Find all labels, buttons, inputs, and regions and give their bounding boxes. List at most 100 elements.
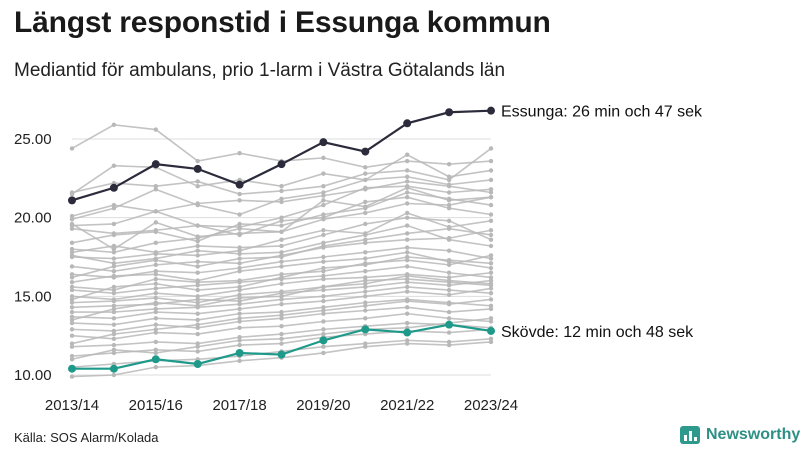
data-point [195,311,200,316]
data-point [111,350,117,356]
data-point [111,372,117,378]
data-point [446,177,452,183]
data-point [111,261,117,266]
data-point [446,339,452,345]
data-point [69,353,75,359]
data-point [69,305,75,310]
data-point [446,262,452,268]
x-tick-label: 2017/18 [212,397,266,414]
data-point [193,359,202,368]
data-point [111,268,117,274]
data-point [363,221,368,227]
data-point [195,239,200,244]
data-point [319,336,328,345]
background-series-line [69,254,494,302]
data-point [235,348,244,357]
data-point [195,253,200,258]
data-point [488,303,494,308]
data-point [363,344,368,349]
background-series [69,122,494,379]
data-point [237,302,242,307]
background-series-line [69,311,494,342]
data-point [363,262,368,268]
data-point [488,286,494,291]
data-point [363,284,368,290]
data-point [488,306,494,312]
data-point [446,292,452,297]
background-series-line [69,305,494,334]
data-point [153,364,158,370]
background-series-line [69,146,494,197]
data-point [279,250,284,255]
data-point [405,223,410,228]
data-point [405,210,410,216]
data-point [111,303,117,308]
series-essunga [68,106,495,205]
data-point [279,184,284,189]
data-point [446,302,452,307]
data-point [279,243,284,249]
data-point [488,339,494,345]
data-point [405,254,410,260]
data-point [195,294,200,299]
data-point [69,309,75,315]
y-tick-label: 25.00 [14,131,52,148]
data-point [195,322,200,327]
background-series-line [69,152,494,222]
data-point [109,364,118,373]
background-series-line [69,297,494,327]
background-series-line [69,223,494,266]
brand-name: Newsworthy [706,426,800,443]
data-point [153,347,158,353]
data-point [237,212,242,217]
data-point [279,290,284,296]
data-point [446,235,452,241]
data-point [321,327,326,332]
data-point [403,119,412,128]
data-point [279,281,284,286]
data-point [405,257,410,263]
data-point [488,278,494,283]
data-point [488,256,494,261]
data-point [69,250,75,255]
data-point [363,237,368,242]
data-point [279,294,284,299]
data-point [488,336,494,342]
y-axis-ticks: 10.00 15.00 20.00 25.00 [14,131,52,384]
data-point [446,161,452,167]
data-point [195,243,200,249]
data-point [237,338,242,343]
data-point [321,193,326,198]
data-point [321,284,326,290]
data-point [153,184,158,189]
data-point [321,184,326,189]
data-point [446,202,452,208]
data-point [195,297,200,302]
data-point [488,146,494,151]
data-point [69,344,75,349]
data-point [195,184,200,189]
data-point [69,221,75,227]
data-point [237,232,242,238]
data-point [153,322,158,327]
data-point [321,155,326,161]
chart-subtitle: Mediantid för ambulans, prio 1-larm i Vä… [14,60,506,81]
background-series-line [69,273,494,323]
data-point [363,341,368,346]
data-point [69,226,75,231]
background-series-line [69,190,494,246]
data-point [151,355,160,364]
bar-chart-icon [680,426,700,444]
data-point [195,179,200,184]
data-point [69,314,75,319]
data-point [195,279,200,285]
data-point [446,287,452,293]
data-point [405,195,410,200]
data-point [363,308,368,313]
data-point [109,183,118,192]
data-point [279,336,284,342]
data-point [321,331,326,337]
data-point [488,212,494,217]
data-point [321,294,326,299]
data-point [111,328,117,334]
